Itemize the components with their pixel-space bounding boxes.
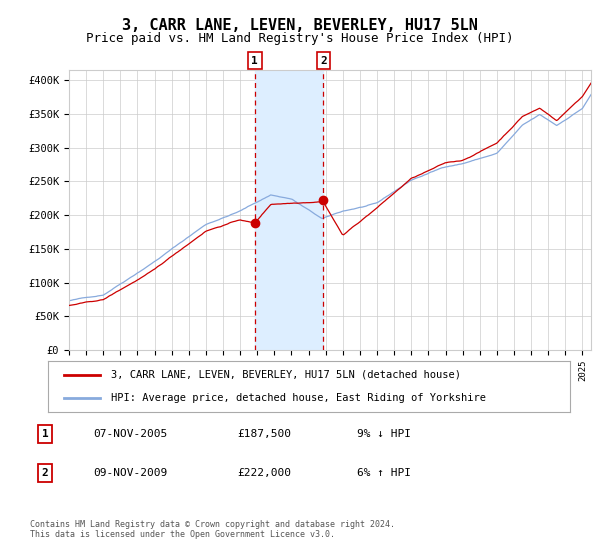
Text: HPI: Average price, detached house, East Riding of Yorkshire: HPI: Average price, detached house, East… <box>110 393 485 403</box>
Text: 3, CARR LANE, LEVEN, BEVERLEY, HU17 5LN: 3, CARR LANE, LEVEN, BEVERLEY, HU17 5LN <box>122 18 478 33</box>
Text: 09-NOV-2009: 09-NOV-2009 <box>93 468 167 478</box>
Text: 1: 1 <box>251 56 258 66</box>
Text: £187,500: £187,500 <box>237 429 291 439</box>
Bar <box>255 70 323 350</box>
Text: 2: 2 <box>41 468 49 478</box>
Text: Price paid vs. HM Land Registry's House Price Index (HPI): Price paid vs. HM Land Registry's House … <box>86 32 514 45</box>
Text: 6% ↑ HPI: 6% ↑ HPI <box>357 468 411 478</box>
Text: 1: 1 <box>41 429 49 439</box>
Text: £222,000: £222,000 <box>237 468 291 478</box>
Text: 3, CARR LANE, LEVEN, BEVERLEY, HU17 5LN (detached house): 3, CARR LANE, LEVEN, BEVERLEY, HU17 5LN … <box>110 370 461 380</box>
Text: 07-NOV-2005: 07-NOV-2005 <box>93 429 167 439</box>
Text: 9% ↓ HPI: 9% ↓ HPI <box>357 429 411 439</box>
Text: 2: 2 <box>320 56 326 66</box>
Text: Contains HM Land Registry data © Crown copyright and database right 2024.
This d: Contains HM Land Registry data © Crown c… <box>30 520 395 539</box>
